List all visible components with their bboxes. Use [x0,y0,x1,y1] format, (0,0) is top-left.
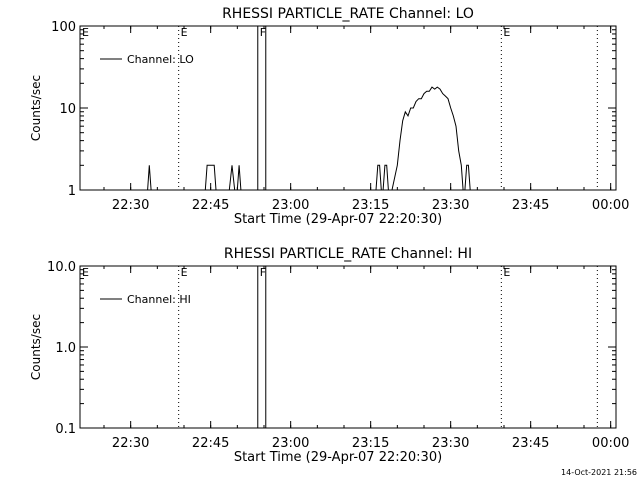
y-axis-label: Counts/sec [29,75,43,141]
plot-frame [79,25,617,191]
x-tick-label: 00:00 [592,198,629,213]
y-tick-label: 1 [68,184,76,199]
x-tick-label: 23:15 [352,436,389,451]
chart-title: RHESSI PARTICLE_RATE Channel: LO [222,6,474,22]
panel-lo: RHESSI PARTICLE_RATE Channel: LO Start Ti… [29,6,629,227]
x-tick-label: 22:45 [192,436,229,451]
x-tick-label: 23:45 [512,198,549,213]
annotation-label: E [503,266,510,279]
x-tick-label: 23:30 [432,436,469,451]
y-tick-label: 100 [51,20,76,35]
x-tick-label: 22:45 [192,198,229,213]
y-tick-label: 1.0 [55,341,76,356]
x-tick-label: 23:30 [432,198,469,213]
annotation-label: E [503,26,510,39]
x-tick-label: 23:00 [272,198,309,213]
y-tick-label: 10.0 [47,260,76,275]
panel-hi: RHESSI PARTICLE_RATE Channel: HI Start Ti… [29,246,629,465]
x-axis-label: Start Time (29-Apr-07 22:20:30) [234,450,442,465]
annotation-label: E [181,266,188,279]
footer-timestamp: 14-Oct-2021 21:56 [561,468,637,477]
y-tick-label: 10 [59,102,76,117]
chart-title: RHESSI PARTICLE_RATE Channel: HI [224,246,472,262]
y-tick-label: 0.1 [55,422,76,437]
annotation-label: E [181,26,188,39]
x-tick-label: 23:00 [272,436,309,451]
annotation-label: E [82,266,89,279]
series-line-lo [80,86,616,191]
x-tick-label: 23:45 [512,436,549,451]
annotation-label: E [82,26,89,39]
legend-entry: Channel: LO [127,53,194,66]
legend-entry: Channel: HI [127,293,191,306]
x-axis-label: Start Time (29-Apr-07 22:20:30) [234,212,442,227]
annotation-label: F [260,266,266,279]
x-tick-label: 23:15 [352,198,389,213]
x-tick-label: 00:00 [592,436,629,451]
y-axis-label: Counts/sec [29,314,43,380]
x-tick-label: 22:30 [112,436,149,451]
plot-frame [79,265,617,429]
x-tick-label: 22:30 [112,198,149,213]
annotation-label: F [260,26,266,39]
